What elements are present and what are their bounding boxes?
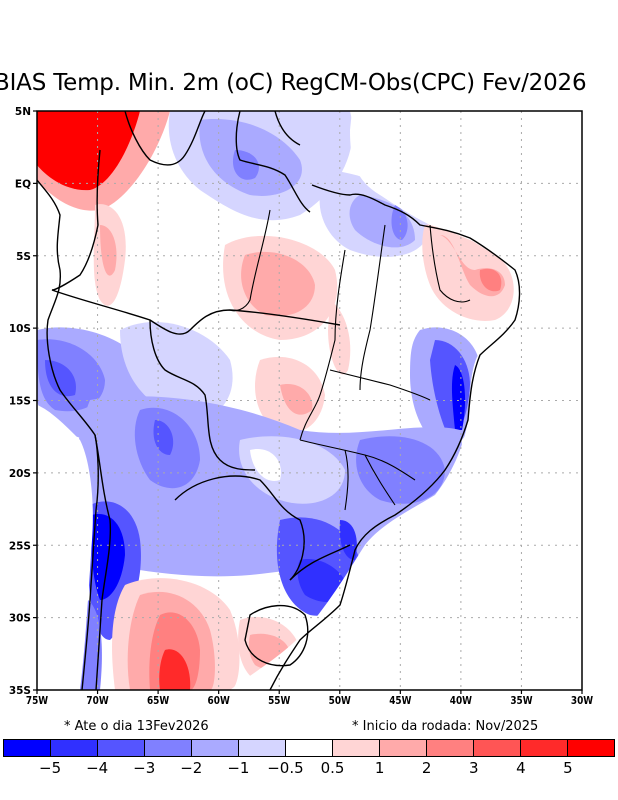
colorbar-label: 1	[374, 759, 385, 777]
lon-tick-label: 30W	[571, 695, 593, 707]
country-borders	[37, 111, 521, 690]
bias-field	[37, 111, 514, 690]
colorbar-segment	[474, 740, 521, 756]
lat-tick-label: 30S	[9, 613, 31, 625]
colorbar-segment	[427, 740, 474, 756]
colorbar-segment	[286, 740, 333, 756]
lon-tick-label: 40W	[450, 695, 472, 707]
note-date-until: * Ate o dia 13Fev2026	[64, 719, 209, 734]
lon-axis: 75W 70W 65W 60W 55W 50W 45W 40W 35W 30W	[26, 690, 593, 707]
colorbar-labels: −5 −4 −3 −2 −1 −0.5 0.5 1 2 3 4 5	[3, 759, 615, 779]
colorbar-label: 2	[421, 759, 432, 777]
colorbar-label: 0.5	[320, 759, 345, 777]
lat-tick-label: 35S	[9, 685, 31, 697]
border-argentina-brazil	[289, 544, 351, 581]
colorbar	[3, 739, 615, 757]
colorbar-segment	[145, 740, 192, 756]
border-uruguay	[244, 604, 309, 667]
colorbar-segment	[98, 740, 145, 756]
lon-tick-label: 50W	[329, 695, 351, 707]
lat-tick-label: 20S	[9, 468, 31, 480]
lon-tick-label: 75W	[26, 695, 48, 707]
lon-tick-label: 60W	[208, 695, 230, 707]
colorbar-label: −5	[39, 759, 62, 777]
colorbar-segment	[380, 740, 427, 756]
colorbar-label: −2	[180, 759, 203, 777]
lat-tick-label: 25S	[9, 540, 31, 552]
colorbar-label: 5	[563, 759, 573, 777]
colorbar-label: 4	[516, 759, 526, 777]
note-run-start: * Inicio da rodada: Nov/2025	[352, 719, 539, 734]
coastline-pacific	[37, 179, 99, 690]
anomaly-nw-strong	[37, 111, 140, 191]
border-bolivia	[149, 319, 256, 471]
border-guianas	[124, 111, 311, 213]
lon-tick-label: 45W	[389, 695, 411, 707]
lat-tick-label: EQ	[15, 178, 31, 190]
colorbar-segment	[51, 740, 98, 756]
colorbar-segment	[568, 740, 614, 756]
lat-tick-label: 15S	[9, 396, 31, 408]
lat-tick-label: 10S	[9, 323, 31, 335]
bias-map: 75W 70W 65W 60W 55W 50W 45W 40W 35W 30W 5N EQ 5S 10S…	[9, 106, 594, 707]
coastline-atlantic	[269, 184, 521, 690]
colorbar-segment	[192, 740, 239, 756]
lon-tick-label: 70W	[86, 695, 108, 707]
lat-axis: 5N EQ 5S 10S 15S 20S 25S 30S 35S	[9, 106, 37, 697]
lat-tick-label: 5N	[15, 106, 31, 118]
lat-tick-label: 5S	[16, 251, 31, 263]
state-borders	[229, 209, 471, 511]
lon-tick-label: 35W	[510, 695, 532, 707]
colorbar-label: 3	[468, 759, 479, 777]
colorbar-label: −0.5	[267, 759, 304, 777]
border-andes	[94, 434, 112, 690]
colorbar-segment	[4, 740, 51, 756]
chart-title: BIAS Temp. Min. 2m (oC) RegCM-Obs(CPC) F…	[0, 70, 587, 96]
colorbar-segment	[239, 740, 286, 756]
lon-tick-label: 65W	[147, 695, 169, 707]
colorbar-label: −4	[86, 759, 109, 777]
lon-tick-label: 55W	[268, 695, 290, 707]
colorbar-label: −1	[227, 759, 250, 777]
colorbar-segment	[521, 740, 568, 756]
border-paraguay	[174, 475, 305, 581]
colorbar-segment	[333, 740, 380, 756]
colorbar-label: −3	[133, 759, 156, 777]
